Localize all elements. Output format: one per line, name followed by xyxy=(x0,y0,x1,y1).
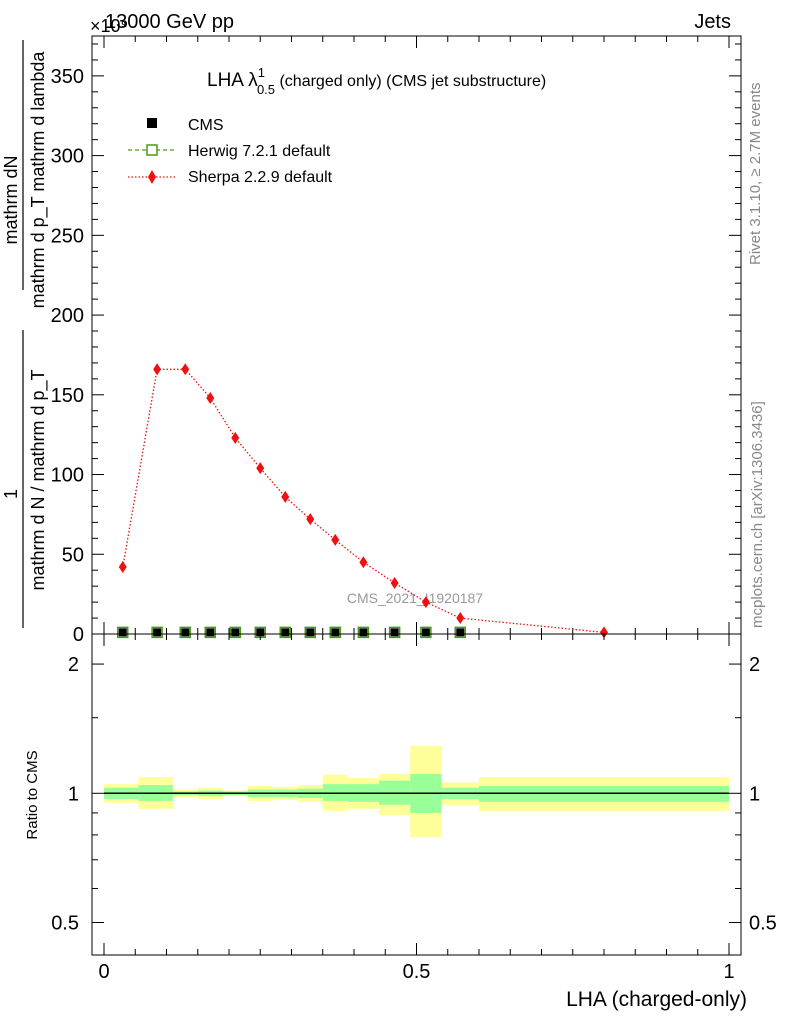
herwig-point xyxy=(357,626,370,639)
herwig-point xyxy=(117,626,129,639)
ratio-y-tick-label: 2 xyxy=(68,654,79,676)
main-y-tick-label: 0 xyxy=(73,624,84,646)
ratio-y-tick-label: 0.5 xyxy=(51,912,79,934)
ratio-x-tick-label: 0.5 xyxy=(403,961,431,983)
ratio-x-tick-label: 0 xyxy=(98,961,109,983)
plot-title-sup: 1 xyxy=(258,65,265,80)
herwig-point xyxy=(329,626,341,639)
x-axis-label: LHA (charged-only) xyxy=(566,988,747,1011)
sherpa-point xyxy=(390,576,399,589)
series-layer xyxy=(117,363,608,639)
cms-point xyxy=(306,628,315,637)
sherpa-point xyxy=(600,626,608,639)
herwig-point xyxy=(454,626,466,639)
main-y-tick-label: 200 xyxy=(51,305,84,327)
mcplots-label: mcplots.cern.ch [arXiv:1306.3436] xyxy=(749,401,766,628)
sherpa-point xyxy=(231,431,240,444)
herwig-point xyxy=(151,626,163,639)
legend-marker-cms xyxy=(147,118,157,128)
legend-label-herwig: Herwig 7.2.1 default xyxy=(188,143,331,160)
sherpa-point xyxy=(359,556,368,569)
ratio-y-tick-label-right: 2 xyxy=(749,654,760,676)
herwig-point xyxy=(179,626,191,639)
ratio-y-tick-label: 1 xyxy=(68,783,79,805)
cms-point xyxy=(181,628,190,637)
cms-point xyxy=(456,628,465,637)
y-label-den: mathrm d p_T mathrm d lambda xyxy=(28,51,49,309)
analysis-watermark: CMS_2021_I1920187 xyxy=(347,590,483,606)
herwig-point xyxy=(279,626,291,639)
sherpa-point xyxy=(456,612,465,625)
ratio-y-tick-label-right: 0.5 xyxy=(749,912,777,934)
exponent-label: ×10⁹ xyxy=(90,16,128,36)
ratio-x-axis: 0 0.5 1 xyxy=(98,634,735,983)
cms-point xyxy=(231,628,240,637)
cms-point xyxy=(118,628,127,637)
cms-point xyxy=(390,628,399,637)
jets-label: Jets xyxy=(694,11,731,33)
sherpa-point xyxy=(256,462,265,475)
rivet-label: Rivet 3.1.10, ≥ 2.7M events xyxy=(747,83,764,266)
main-y-tick-label: 300 xyxy=(51,146,84,168)
main-y-label: 1 mathrm d N / mathrm d p_T mathrm dN ma… xyxy=(1,40,49,628)
sherpa-point xyxy=(281,490,290,503)
beam-label: 13000 GeV pp xyxy=(105,11,234,33)
herwig-point xyxy=(204,626,216,639)
sherpa-point xyxy=(331,533,340,546)
legend: CMS Herwig 7.2.1 default Sherpa 2.2.9 de… xyxy=(128,117,333,186)
sherpa-point xyxy=(118,561,127,574)
main-y-axis: 0 50 100 150 200 250 300 350 xyxy=(51,43,741,646)
cms-point xyxy=(331,628,340,637)
legend-label-cms: CMS xyxy=(188,117,224,134)
y-label-prefix-num: 1 xyxy=(1,489,21,499)
sherpa-point xyxy=(153,363,162,376)
sherpa-point xyxy=(206,391,215,404)
legend-marker-herwig xyxy=(146,144,158,156)
main-y-tick-label: 350 xyxy=(51,66,84,88)
cms-point xyxy=(256,628,265,637)
ratio-x-tick-label: 1 xyxy=(723,961,734,983)
ratio-bands xyxy=(104,745,729,838)
sherpa-point xyxy=(181,363,190,376)
ratio-y-axis: 0.5 0.5 1 1 2 2 xyxy=(51,654,777,934)
herwig-point xyxy=(420,626,432,639)
cms-point xyxy=(421,628,430,637)
sherpa-point xyxy=(306,513,315,526)
legend-marker-sherpa xyxy=(148,170,156,184)
y-label-prefix-den: mathrm d N / mathrm d p_T xyxy=(28,369,49,590)
cms-point xyxy=(359,628,368,637)
cms-point xyxy=(281,628,290,637)
ratio-plot: 0.5 0.51 12 2 0 0.5 1 Ratio to CMS LHA (charg… xyxy=(24,633,777,1011)
main-y-tick-label: 100 xyxy=(51,465,84,487)
plot-title-main: LHA λ xyxy=(207,70,258,91)
plot-title-sub: 0.5 xyxy=(257,82,275,97)
herwig-point xyxy=(229,626,241,639)
legend-label-sherpa: Sherpa 2.2.9 default xyxy=(188,169,333,186)
main-y-tick-label: 250 xyxy=(51,225,84,247)
plot-title: LHA λ1 0.5 (charged only) (CMS jet substr… xyxy=(207,65,546,97)
cms-point xyxy=(153,628,162,637)
sherpa-point xyxy=(421,596,430,609)
herwig-point xyxy=(388,626,401,639)
herwig-point xyxy=(304,626,316,639)
ratio-y-label: Ratio to CMS xyxy=(24,750,41,839)
ratio-y-tick-label-right: 1 xyxy=(749,783,760,805)
cms-point xyxy=(206,628,215,637)
main-y-tick-label: 150 xyxy=(51,385,84,407)
y-label-num: mathrm dN xyxy=(1,155,21,244)
main-y-tick-label: 50 xyxy=(62,544,84,566)
main-x-ticks xyxy=(103,36,730,634)
plot-title-rest: (charged only) (CMS jet substructure) xyxy=(275,73,546,90)
sherpa-line xyxy=(122,368,605,634)
